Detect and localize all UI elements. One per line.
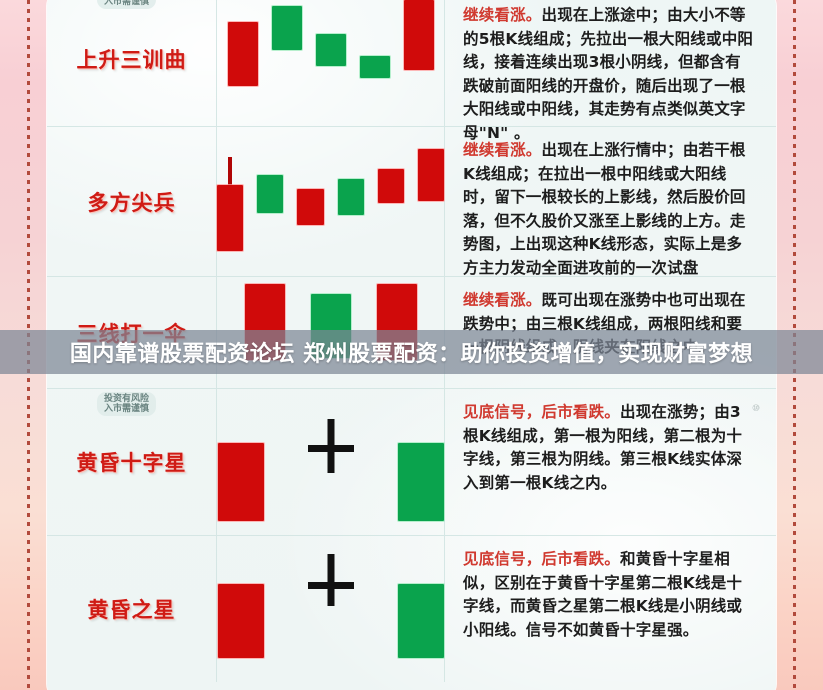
candlestick-body	[216, 184, 244, 251]
pattern-name-cell: 上升三训曲	[47, 0, 217, 126]
pattern-name-cell: 黄昏十字星	[47, 389, 217, 535]
candlestick-up	[417, 147, 445, 257]
candlestick-down	[397, 554, 444, 664]
candlestick-doji	[307, 554, 354, 664]
pattern-name-cell: 黄昏之星	[47, 536, 217, 682]
candlestick-up	[227, 4, 258, 114]
doji-vertical-line	[327, 554, 334, 606]
candlestick-group	[217, 536, 444, 682]
candlestick-up	[403, 0, 434, 114]
candlestick-group	[217, 389, 444, 535]
pattern-description-body: 出现在上涨途中；由大小不等的5根K线组成；先拉出一根大阳线或中阳线，接着连续出现…	[463, 6, 754, 142]
pattern-signal-lead: 见底信号，后市看跌。	[463, 403, 621, 421]
candlestick-body	[217, 443, 264, 521]
risk-badge-middle: 投资有风险 入市需谨慎	[97, 392, 157, 417]
pattern-rows: 上升三训曲 继续看涨。出现在上涨途中；由大小不等的5根K线组成；先拉出一根大阳线或…	[47, 0, 776, 690]
candlestick-chart-cell	[216, 127, 445, 276]
candlestick-chart-cell	[217, 0, 445, 126]
candlestick-body	[359, 56, 390, 78]
pattern-name-cell: 多方尖兵	[47, 127, 217, 276]
candlestick-group	[217, 0, 444, 126]
pattern-description-body: 出现在上涨行情中；由若干根K线组成；在拉出一根中阳线或大阳线时，留下一根较长的上…	[463, 141, 746, 277]
candlestick-down	[337, 147, 364, 257]
pattern-row: 上升三训曲 继续看涨。出现在上涨途中；由大小不等的5根K线组成；先拉出一根大阳线或…	[47, 0, 776, 142]
candlestick-down	[257, 147, 284, 257]
pattern-description-text: 继续看涨。出现在上涨行情中；由若干根K线组成；在拉出一根中阳线或大阳线时，留下一…	[463, 139, 754, 280]
candlestick-body	[417, 148, 445, 201]
candlestick-down	[397, 407, 444, 521]
pattern-description-body: 和黄昏十字星相似，区别在于黄昏十字星第二根K线是十字线，而黄昏之星第二根K线是小…	[463, 550, 743, 639]
pattern-description-cell: 继续看涨。出现在上涨行情中；由若干根K线组成；在拉出一根中阳线或大阳线时，留下一…	[445, 127, 776, 277]
candlestick-body	[297, 188, 324, 225]
risk-badge-top: 投资有风险 入市需谨慎	[97, 0, 157, 10]
pattern-signal-lead: 继续看涨。	[463, 141, 542, 159]
pattern-signal-lead: 继续看涨。	[463, 291, 542, 309]
candlestick-body	[315, 34, 346, 66]
pattern-row: 多方尖兵 继续看涨。出现在上涨行情中；由若干根K线组成；在拉出一根中阳线或大阳线时…	[47, 127, 776, 277]
pattern-name-label: 上升三训曲	[76, 48, 187, 72]
candlestick-body	[271, 6, 302, 50]
pattern-description-text: 见底信号，后市看跌。和黄昏十字星相似，区别在于黄昏十字星第二根K线是十字线，而黄…	[463, 548, 754, 642]
candlestick-body	[397, 443, 444, 521]
pattern-signal-lead: 继续看涨。	[463, 6, 542, 24]
candlestick-up	[377, 147, 404, 257]
pattern-description-text: 继续看涨。出现在上涨途中；由大小不等的5根K线组成；先拉出一根大阳线或中阳线，接…	[463, 4, 754, 145]
doji-horizontal-line	[307, 582, 354, 589]
candlestick-up	[217, 554, 264, 664]
pattern-name-label: 黄昏之星	[87, 598, 176, 622]
pattern-description-cell: 见底信号，后市看跌。出现在涨势；由3根K线组成，第一根为阳线，第二根为十字线，第…	[445, 389, 776, 535]
pattern-description-cell: 继续看涨。出现在上涨途中；由大小不等的5根K线组成；先拉出一根大阳线或中阳线，接…	[445, 0, 776, 142]
candlestick-body	[217, 584, 264, 658]
corner-number-mark: ⑩	[751, 404, 761, 414]
pattern-name-label: 多方尖兵	[87, 190, 176, 215]
pattern-row: 黄昏十字星 见底信号，后市看跌。出现在涨势；由3根K线组成，第一根为阳线，第二根为…	[47, 389, 776, 536]
candlestick-body	[337, 178, 364, 215]
candlestick-down	[271, 4, 302, 114]
pattern-signal-lead: 见底信号，后市看跌。	[463, 550, 621, 568]
pattern-name-label: 黄昏十字星	[76, 451, 187, 475]
pattern-description-cell: 见底信号，后市看跌。和黄昏十字星相似，区别在于黄昏十字星第二根K线是十字线，而黄…	[445, 536, 776, 682]
pattern-row: 黄昏之星 见底信号，后市看跌。和黄昏十字星相似，区别在于黄昏十字星第二根K线是十字…	[47, 536, 776, 682]
pattern-description-text: 见底信号，后市看跌。出现在涨势；由3根K线组成，第一根为阳线，第二根为十字线，第…	[463, 401, 754, 495]
candlestick-body	[257, 174, 284, 213]
candlestick-chart-cell	[217, 536, 445, 682]
candlestick-doji	[307, 407, 354, 517]
candlestick-body	[377, 168, 404, 203]
candlestick-body	[403, 0, 434, 70]
candlestick-wick	[228, 156, 233, 195]
candlestick-chart-cell	[217, 389, 445, 535]
candlestick-up	[216, 147, 244, 257]
pattern-description-body: 出现在涨势；由3根K线组成，第一根为阳线，第二根为十字线，第三根为阴线。第三根K…	[463, 403, 743, 492]
candlestick-down	[359, 4, 390, 114]
candlestick-group	[216, 127, 445, 276]
candlestick-body	[227, 22, 258, 86]
candlestick-up	[217, 407, 264, 521]
candlestick-up	[297, 147, 324, 257]
doji-horizontal-line	[307, 445, 354, 452]
candlestick-down	[315, 4, 346, 114]
candlestick-body	[397, 584, 444, 658]
promo-overlay-text: 国内靠谱股票配资论坛 郑州股票配资：助你投资增值，实现财富梦想	[69, 342, 754, 367]
promo-overlay-banner: 国内靠谱股票配资论坛 郑州股票配资：助你投资增值，实现财富梦想	[0, 330, 823, 374]
